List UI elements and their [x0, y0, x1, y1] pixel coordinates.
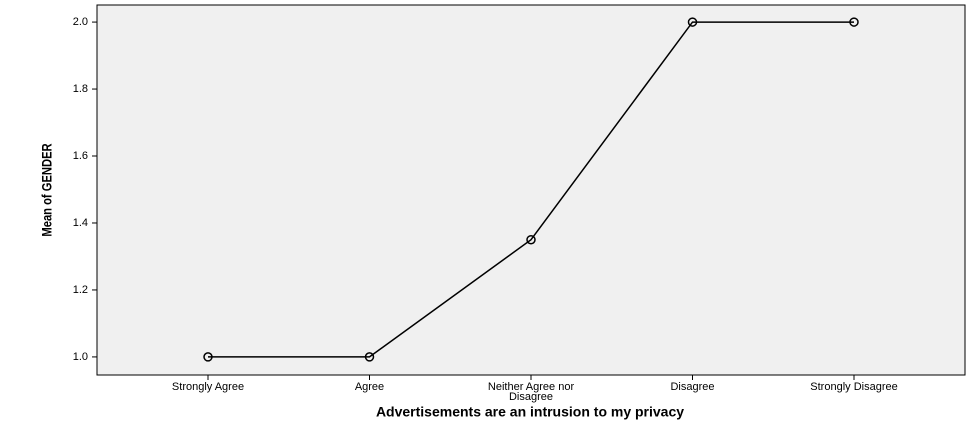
y-tick-label: 1.0 — [73, 351, 88, 363]
x-tick-label: Strongly Agree — [171, 381, 245, 393]
y-axis-label: Mean of GENDER — [40, 143, 55, 236]
x-tick-label: Neither Agree nor Disagree — [487, 381, 575, 403]
point-marker — [849, 17, 859, 27]
y-tick-label: 2.0 — [73, 16, 88, 28]
x-tick-label: Agree — [354, 381, 385, 393]
point-marker — [203, 352, 213, 362]
y-tick-label: 1.8 — [73, 83, 88, 95]
y-tick-label: 1.2 — [73, 284, 88, 296]
x-tick-label: Disagree — [670, 381, 715, 393]
x-tick-label: Strongly Disagree — [810, 381, 898, 393]
plot-area — [96, 4, 966, 376]
point-marker — [364, 352, 375, 362]
point-marker — [687, 17, 698, 27]
y-tick-label: 1.6 — [73, 150, 88, 162]
series-line — [208, 21, 854, 358]
x-axis-label: Advertisements are an intrusion to my pr… — [376, 404, 684, 420]
y-tick-label: 1.4 — [73, 217, 88, 229]
point-marker — [526, 234, 536, 245]
